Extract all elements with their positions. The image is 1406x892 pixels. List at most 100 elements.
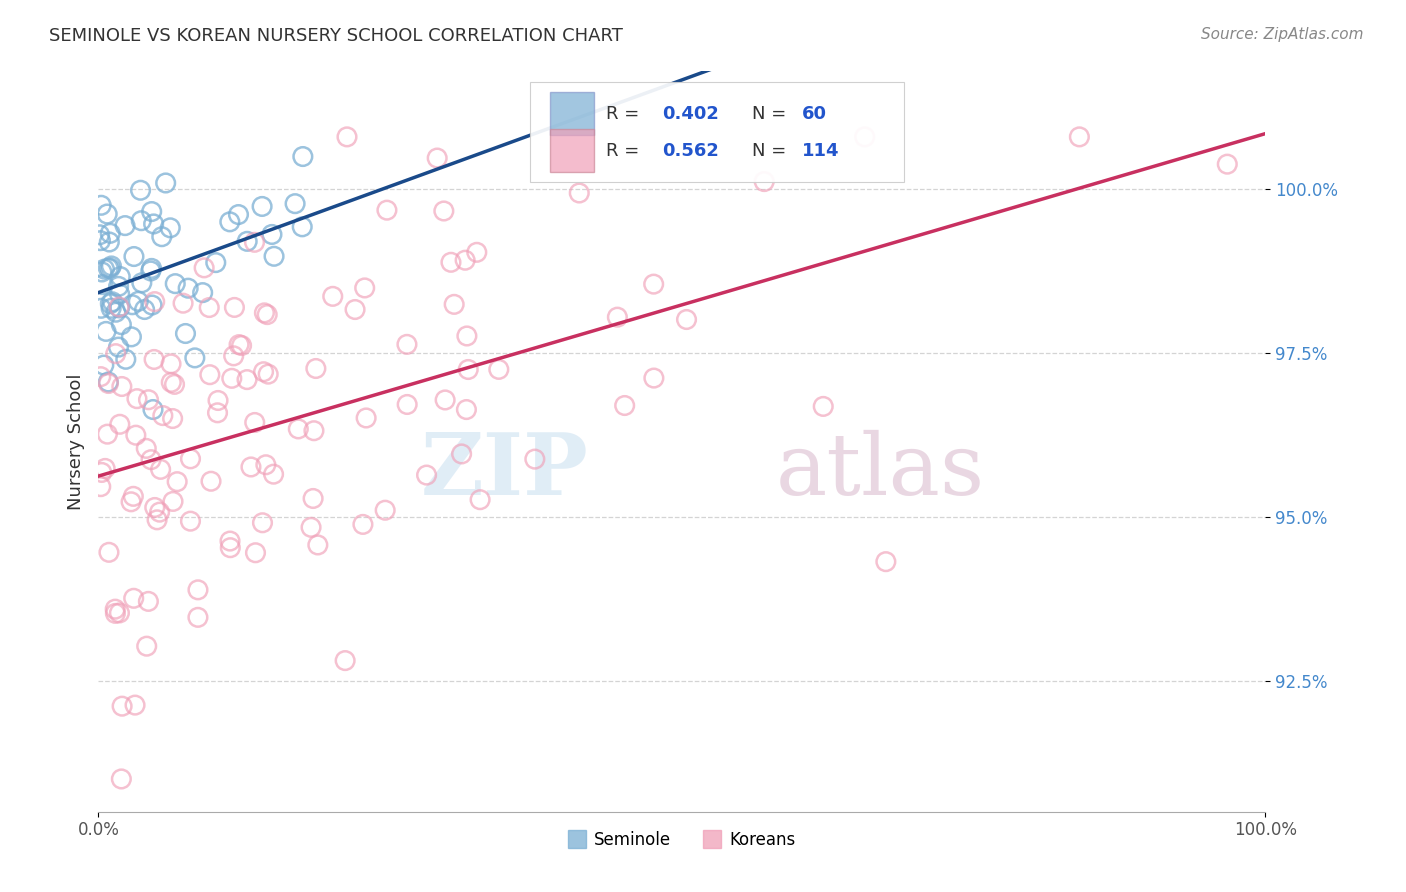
FancyBboxPatch shape (530, 82, 904, 183)
Point (228, 208, 250, 222)
Point (143, 352, 166, 367)
Point (228, 337, 250, 351)
FancyBboxPatch shape (550, 129, 595, 172)
Point (457, 362, 479, 376)
Point (143, 294, 166, 309)
Point (101, 294, 124, 309)
Point (139, 264, 162, 278)
Point (94, 325, 117, 339)
Point (243, 416, 266, 430)
Point (96, 427, 118, 442)
Point (395, 337, 418, 351)
Point (129, 183, 152, 197)
Text: 114: 114 (801, 142, 839, 160)
Point (108, 301, 131, 315)
Point (89, 227, 111, 242)
Text: 0.402: 0.402 (662, 104, 718, 122)
Point (152, 409, 174, 423)
Point (207, 406, 229, 420)
Y-axis label: Nursery School: Nursery School (66, 373, 84, 510)
Point (149, 462, 172, 476)
Point (98, 261, 121, 276)
Point (97, 545, 120, 559)
Point (127, 294, 149, 309)
Point (187, 582, 209, 597)
Point (142, 402, 165, 417)
Point (90, 301, 112, 316)
Point (90, 466, 112, 480)
Point (606, 310, 628, 325)
Point (100, 301, 122, 316)
Point (141, 204, 163, 219)
Point (114, 219, 136, 233)
Text: 0.562: 0.562 (662, 142, 718, 160)
Point (98, 235, 121, 249)
Point (122, 489, 145, 503)
Point (1216, 157, 1239, 171)
Point (222, 349, 245, 363)
Point (142, 217, 165, 231)
Point (236, 373, 259, 387)
Point (193, 260, 215, 275)
Point (96, 207, 118, 221)
Point (121, 298, 143, 312)
Point (97, 261, 120, 276)
Point (257, 367, 280, 381)
Point (260, 227, 283, 242)
Point (456, 402, 478, 417)
Point (110, 269, 132, 284)
Text: N =: N = (752, 142, 792, 160)
Point (160, 376, 183, 390)
Point (177, 281, 200, 295)
Point (415, 468, 437, 483)
Point (139, 452, 162, 467)
Point (336, 129, 359, 144)
Point (333, 654, 356, 668)
Point (354, 411, 377, 425)
Point (104, 305, 127, 319)
Point (434, 392, 457, 407)
Point (299, 520, 322, 534)
Point (143, 500, 166, 515)
Point (104, 602, 127, 616)
Point (488, 362, 510, 376)
Point (302, 491, 325, 506)
Point (111, 699, 134, 714)
Point (162, 411, 184, 425)
Point (124, 698, 146, 712)
Point (613, 399, 636, 413)
Point (440, 255, 463, 269)
Point (224, 301, 246, 315)
Point (138, 392, 160, 407)
Point (253, 306, 276, 320)
Point (426, 151, 449, 165)
Point (90, 480, 112, 494)
Point (93, 358, 115, 372)
Point (307, 538, 329, 552)
Point (443, 297, 465, 311)
Point (187, 610, 209, 624)
Point (104, 607, 127, 621)
Point (433, 204, 456, 219)
Point (110, 318, 132, 332)
Point (1069, 129, 1091, 144)
Point (231, 338, 253, 352)
Point (89, 234, 111, 248)
Point (191, 285, 214, 300)
Point (114, 352, 136, 367)
Point (120, 495, 142, 509)
Point (375, 203, 398, 218)
Point (108, 300, 131, 314)
Point (352, 517, 374, 532)
Point (93, 262, 115, 277)
Point (131, 276, 153, 290)
Point (198, 368, 221, 382)
Point (90, 265, 112, 279)
Point (90, 369, 112, 384)
Point (523, 452, 546, 467)
Point (141, 261, 163, 276)
Point (163, 377, 186, 392)
Point (221, 371, 243, 385)
Text: SEMINOLE VS KOREAN NURSERY SCHOOL CORRELATION CHART: SEMINOLE VS KOREAN NURSERY SCHOOL CORREL… (49, 27, 623, 45)
Point (184, 351, 207, 365)
